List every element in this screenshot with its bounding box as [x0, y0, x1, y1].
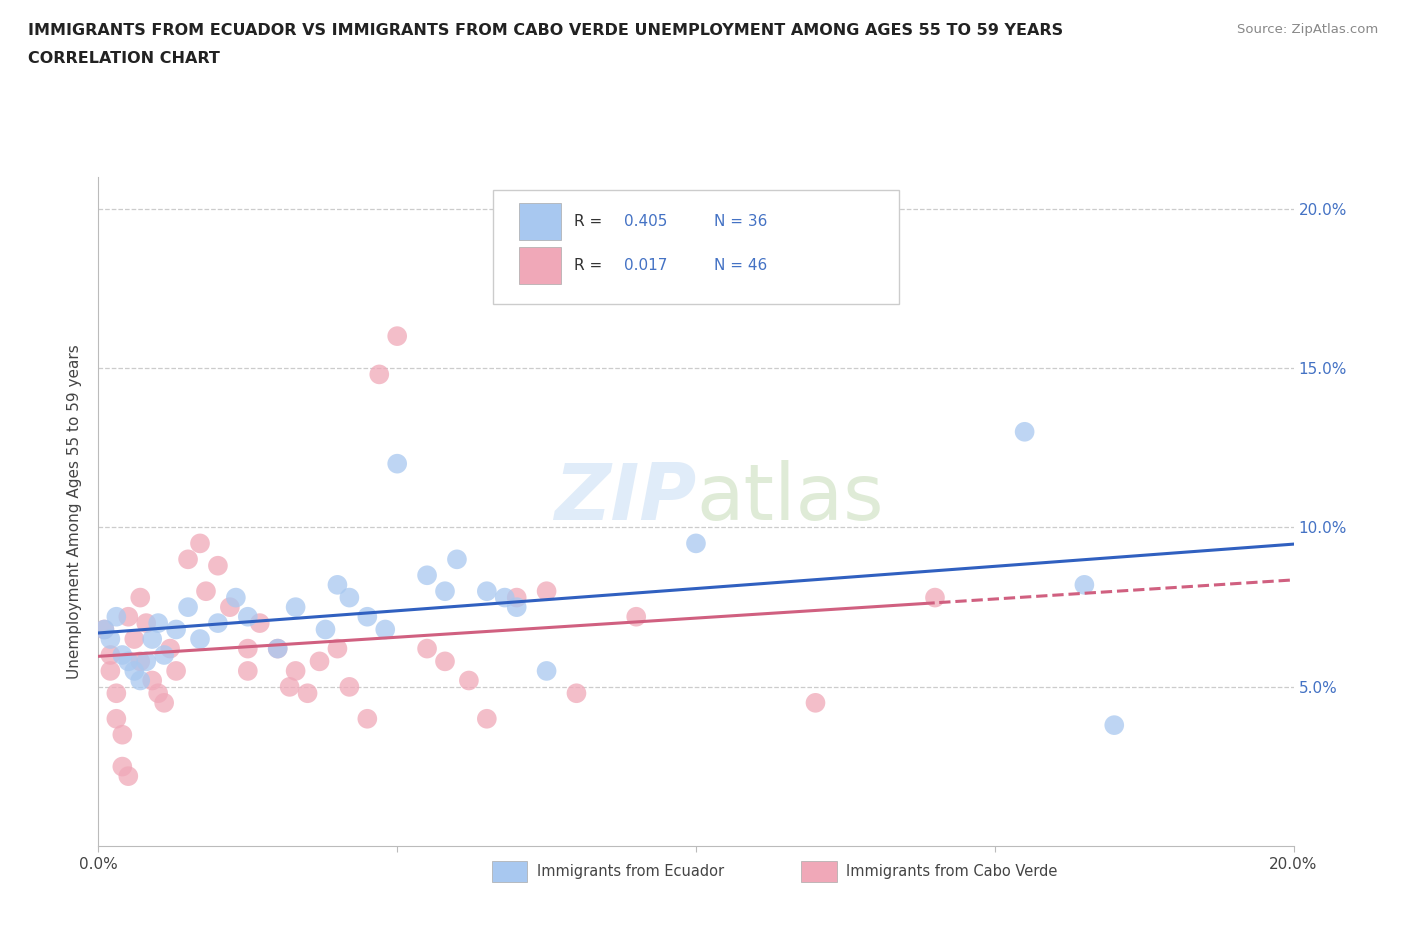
- Point: [565, 685, 588, 700]
- Text: Source: ZipAtlas.com: Source: ZipAtlas.com: [1237, 23, 1378, 36]
- Point: [236, 609, 259, 624]
- Point: [308, 654, 330, 669]
- Point: [536, 584, 558, 599]
- Point: [117, 654, 139, 669]
- Point: [374, 622, 396, 637]
- Point: [536, 663, 558, 678]
- Point: [195, 584, 218, 599]
- Point: [326, 578, 349, 592]
- Point: [93, 622, 115, 637]
- Point: [153, 696, 176, 711]
- Text: 0.405: 0.405: [624, 215, 668, 230]
- Point: [100, 663, 122, 678]
- Text: IMMIGRANTS FROM ECUADOR VS IMMIGRANTS FROM CABO VERDE UNEMPLOYMENT AMONG AGES 55: IMMIGRANTS FROM ECUADOR VS IMMIGRANTS FR…: [28, 23, 1063, 38]
- Point: [356, 711, 378, 726]
- Point: [278, 680, 301, 695]
- Point: [494, 591, 516, 605]
- Point: [626, 609, 648, 624]
- Point: [141, 673, 163, 688]
- Point: [385, 328, 409, 343]
- Point: [148, 616, 170, 631]
- Text: R =: R =: [574, 258, 607, 272]
- Point: [111, 759, 134, 774]
- Point: [111, 647, 134, 662]
- Point: [446, 551, 468, 566]
- FancyBboxPatch shape: [519, 204, 561, 240]
- Point: [475, 711, 498, 726]
- Point: [434, 584, 457, 599]
- Point: [416, 641, 439, 656]
- Point: [177, 551, 200, 566]
- Point: [207, 616, 229, 631]
- Point: [148, 685, 170, 700]
- Point: [188, 631, 211, 646]
- FancyBboxPatch shape: [494, 190, 900, 304]
- Point: [100, 631, 122, 646]
- Point: [368, 367, 391, 382]
- Point: [225, 591, 247, 605]
- Point: [129, 654, 152, 669]
- Point: [1104, 718, 1126, 733]
- Point: [1073, 578, 1095, 592]
- Point: [177, 600, 200, 615]
- Point: [117, 769, 139, 784]
- Text: N = 36: N = 36: [714, 215, 768, 230]
- Point: [339, 680, 360, 695]
- Point: [100, 647, 122, 662]
- Text: 0.017: 0.017: [624, 258, 668, 272]
- Point: [685, 536, 707, 551]
- Point: [159, 641, 181, 656]
- Point: [124, 631, 146, 646]
- Point: [804, 696, 827, 711]
- Point: [356, 609, 378, 624]
- Point: [219, 600, 242, 615]
- Text: R =: R =: [574, 215, 607, 230]
- Point: [339, 591, 360, 605]
- Point: [135, 654, 157, 669]
- Text: Immigrants from Cabo Verde: Immigrants from Cabo Verde: [846, 864, 1057, 879]
- Point: [105, 609, 128, 624]
- Point: [165, 622, 187, 637]
- Point: [506, 591, 529, 605]
- Point: [385, 457, 409, 472]
- Point: [284, 663, 307, 678]
- Point: [129, 591, 152, 605]
- Point: [105, 685, 128, 700]
- Point: [284, 600, 307, 615]
- Point: [165, 663, 187, 678]
- Point: [105, 711, 128, 726]
- Point: [153, 647, 176, 662]
- Point: [249, 616, 271, 631]
- Point: [93, 622, 115, 637]
- Point: [188, 536, 211, 551]
- Point: [129, 673, 152, 688]
- Point: [267, 641, 290, 656]
- Point: [1014, 424, 1036, 439]
- Point: [236, 641, 259, 656]
- Point: [924, 591, 946, 605]
- Point: [416, 568, 439, 583]
- Point: [207, 558, 229, 573]
- Point: [141, 631, 163, 646]
- Point: [111, 727, 134, 742]
- Point: [315, 622, 337, 637]
- Point: [267, 641, 290, 656]
- Point: [124, 663, 146, 678]
- Y-axis label: Unemployment Among Ages 55 to 59 years: Unemployment Among Ages 55 to 59 years: [67, 344, 83, 679]
- Point: [297, 685, 319, 700]
- Text: N = 46: N = 46: [714, 258, 768, 272]
- Text: CORRELATION CHART: CORRELATION CHART: [28, 51, 219, 66]
- Text: atlas: atlas: [696, 460, 883, 536]
- FancyBboxPatch shape: [519, 247, 561, 284]
- Text: Immigrants from Ecuador: Immigrants from Ecuador: [537, 864, 724, 879]
- Point: [117, 609, 139, 624]
- Point: [135, 616, 157, 631]
- Text: ZIP: ZIP: [554, 460, 696, 536]
- Point: [475, 584, 498, 599]
- Point: [326, 641, 349, 656]
- Point: [458, 673, 481, 688]
- Point: [434, 654, 457, 669]
- Point: [236, 663, 259, 678]
- Point: [506, 600, 529, 615]
